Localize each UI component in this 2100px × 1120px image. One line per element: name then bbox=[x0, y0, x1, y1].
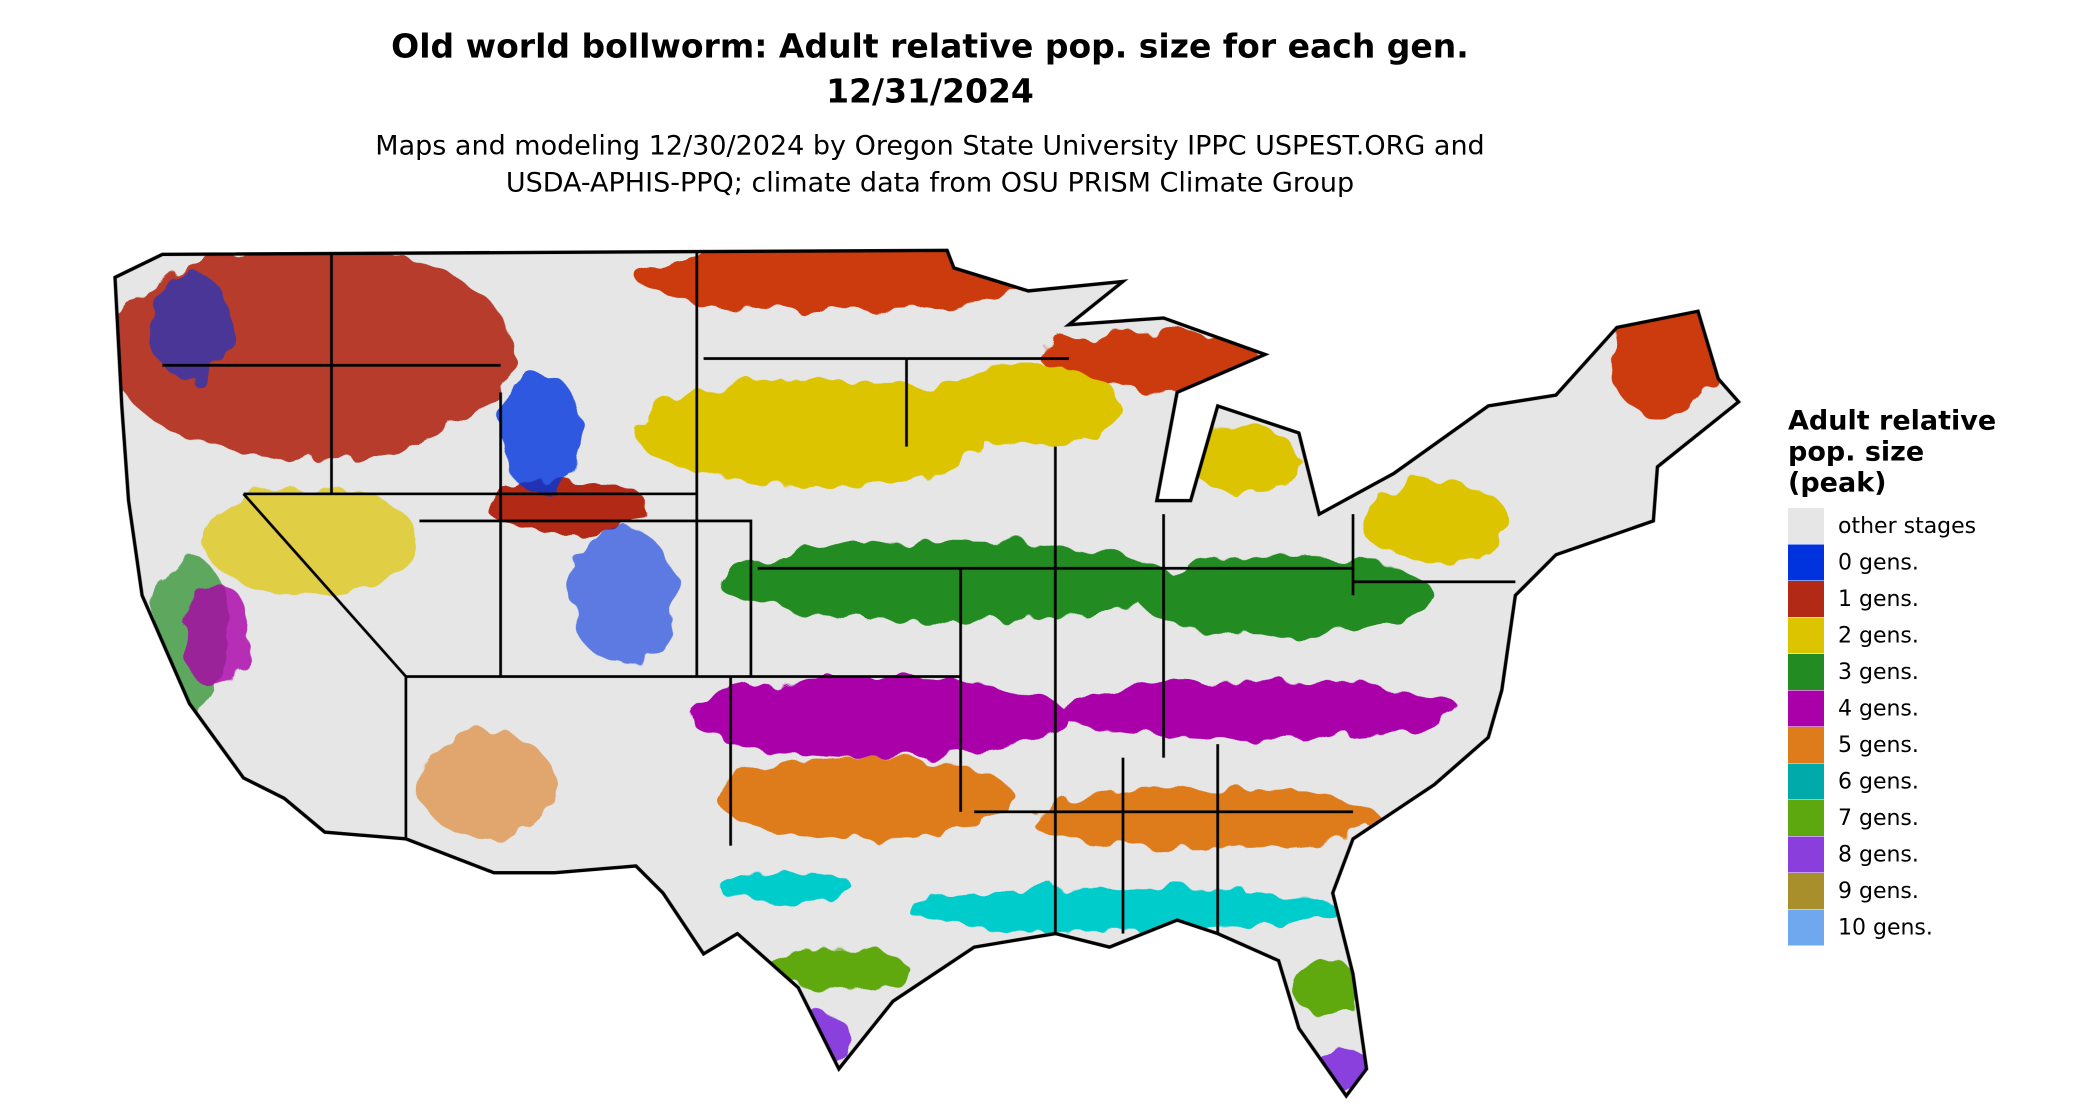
legend-swatch bbox=[1788, 727, 1824, 763]
legend-label: 8 gens. bbox=[1838, 843, 1919, 868]
legend-label: other stages bbox=[1838, 514, 1976, 539]
legend: other stages 0 gens. 1 gens. 2 gens. 3 gens.… bbox=[1788, 508, 1976, 946]
legend-swatch bbox=[1788, 763, 1824, 800]
legend-label: 3 gens. bbox=[1838, 660, 1919, 685]
legend-swatch bbox=[1788, 690, 1824, 727]
legend-label: 0 gens. bbox=[1838, 551, 1919, 576]
legend-swatch bbox=[1788, 581, 1824, 617]
legend-swatch bbox=[1788, 800, 1824, 836]
legend-swatch bbox=[1788, 873, 1824, 909]
legend-label: 10 gens. bbox=[1838, 916, 1933, 941]
subtitle: USDA-APHIS-PPQ; climate data from OSU PR… bbox=[506, 168, 1354, 199]
legend-swatch bbox=[1788, 617, 1824, 654]
legend-swatch bbox=[1788, 508, 1824, 544]
legend-swatch bbox=[1788, 909, 1824, 946]
subtitle: Maps and modeling 12/30/2024 by Oregon S… bbox=[375, 131, 1484, 162]
legend-swatch bbox=[1788, 836, 1824, 873]
legend-label: 6 gens. bbox=[1838, 770, 1919, 795]
map bbox=[113, 248, 1741, 1098]
legend-label: 4 gens. bbox=[1838, 697, 1919, 722]
legend-title: (peak) bbox=[1788, 468, 1887, 499]
legend-label: 1 gens. bbox=[1838, 587, 1919, 612]
legend-label: 5 gens. bbox=[1838, 733, 1919, 758]
title-date: 12/31/2024 bbox=[826, 72, 1034, 111]
legend-swatch bbox=[1788, 544, 1824, 581]
legend-label: 2 gens. bbox=[1838, 624, 1919, 649]
legend-label: 9 gens. bbox=[1838, 879, 1919, 904]
legend-title: Adult relative bbox=[1788, 406, 1996, 437]
legend-swatch bbox=[1788, 654, 1824, 690]
legend-label: 7 gens. bbox=[1838, 806, 1919, 831]
title: Old world bollworm: Adult relative pop. … bbox=[391, 27, 1469, 66]
legend-title: pop. size bbox=[1788, 437, 1924, 468]
